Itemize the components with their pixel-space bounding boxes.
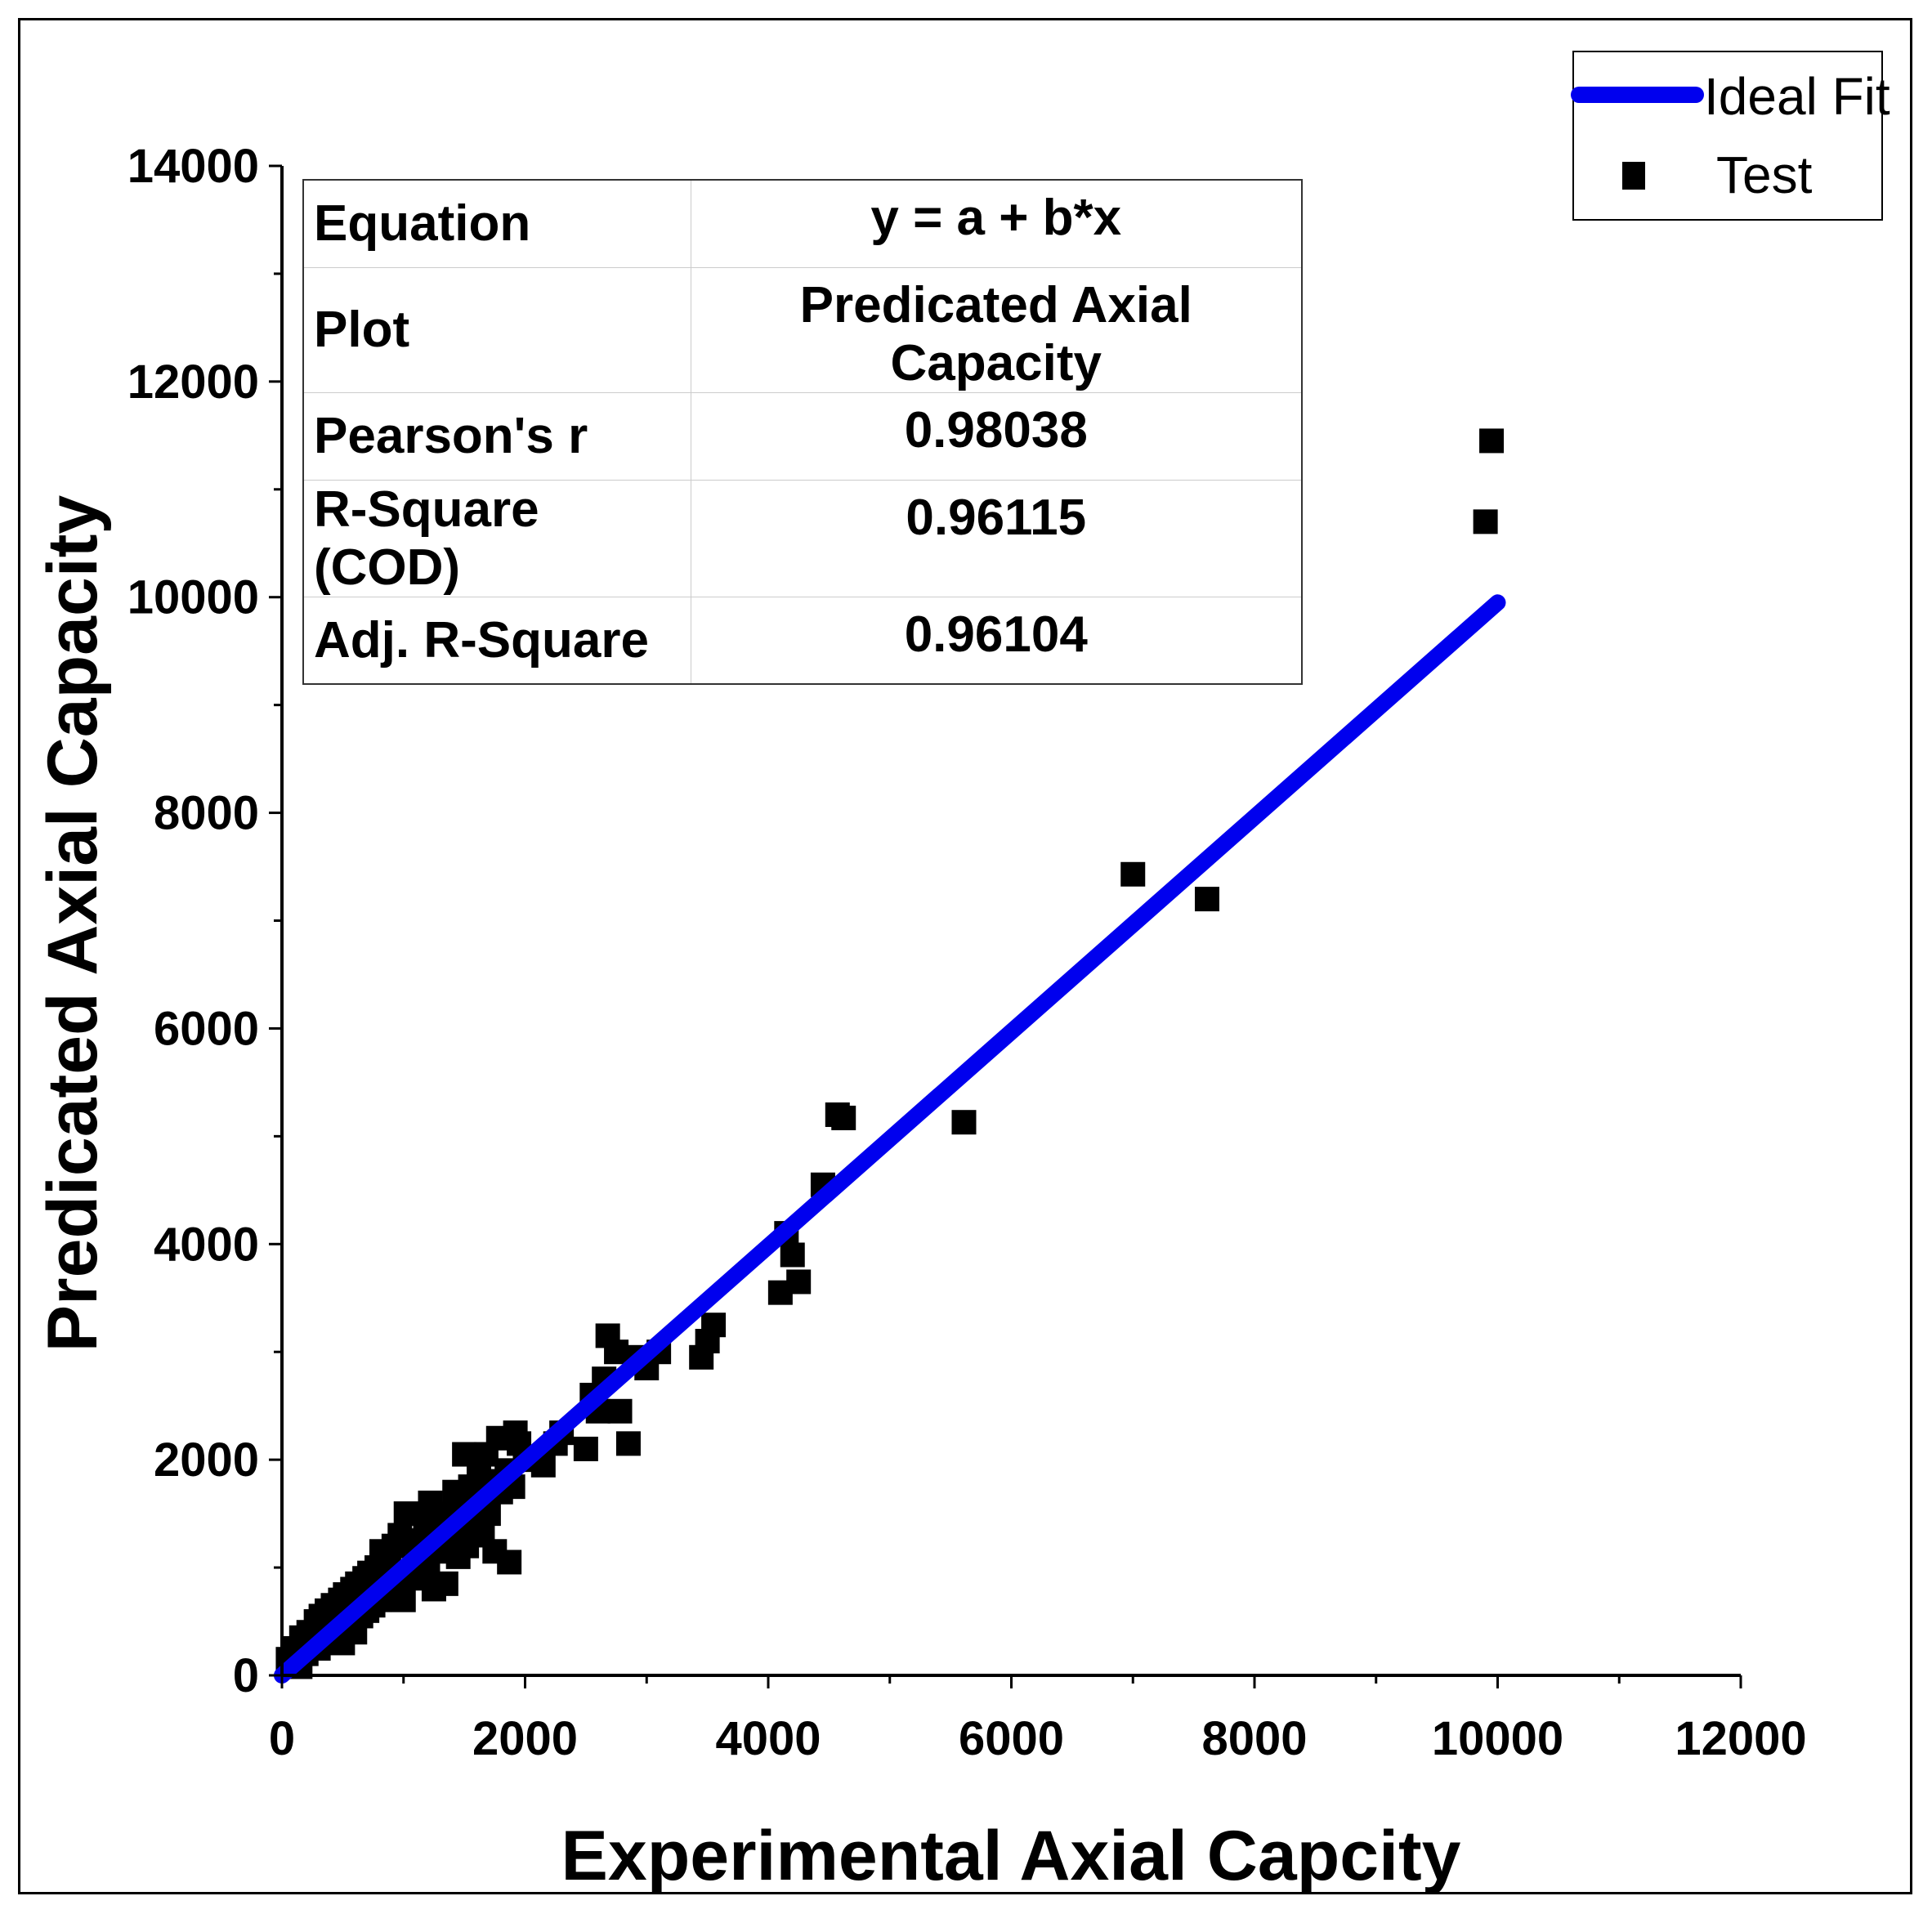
legend-test-label: Test xyxy=(1716,145,1813,204)
ideal-fit-line xyxy=(274,594,1506,1684)
x-tick-label: 12000 xyxy=(1675,1712,1806,1765)
test-point xyxy=(1120,861,1146,887)
y-tick-label: 12000 xyxy=(127,356,259,409)
stats-key: Pearson's r xyxy=(303,392,691,481)
test-point xyxy=(573,1436,598,1461)
test-point xyxy=(831,1105,856,1130)
legend-box xyxy=(1572,51,1883,221)
y-tick-label: 0 xyxy=(233,1649,259,1702)
stats-row-adj-r-square: Adj. R-Square 0.96104 xyxy=(303,597,1302,684)
stats-value: y = a + b*x xyxy=(691,180,1302,268)
stats-value: 0.96115 xyxy=(691,480,1302,597)
x-tick-label: 2000 xyxy=(472,1712,578,1765)
test-point xyxy=(607,1398,633,1424)
stats-key: Plot xyxy=(303,267,691,393)
legend-test-marker xyxy=(1622,162,1645,190)
legend-ideal-fit-label: Ideal Fit xyxy=(1704,67,1890,126)
stats-row-plot: Plot Predicated Axial Capacity xyxy=(303,267,1302,393)
figure-frame xyxy=(18,18,1912,1894)
stats-value: 0.98038 xyxy=(691,392,1302,481)
test-point xyxy=(497,1550,522,1575)
test-point xyxy=(1473,509,1498,534)
x-tick-label: 4000 xyxy=(715,1712,821,1765)
x-axis-title: Experimental Axial Capcity xyxy=(561,1817,1461,1895)
statistics-table: Equation y = a + b*x Plot Predicated Axi… xyxy=(302,179,1303,685)
legend: Ideal Fit Test xyxy=(1571,51,1890,221)
stats-key: R-Square (COD) xyxy=(303,480,691,597)
y-tick-label: 14000 xyxy=(127,140,259,193)
y-tick-label: 10000 xyxy=(127,571,259,624)
x-tick-label: 10000 xyxy=(1432,1712,1563,1765)
stats-row-equation: Equation y = a + b*x xyxy=(303,180,1302,268)
plot-marks xyxy=(274,428,1506,1684)
y-tick-label: 4000 xyxy=(154,1218,259,1271)
x-tick-label: 0 xyxy=(269,1712,295,1765)
stats-value: Predicated Axial Capacity xyxy=(691,267,1302,393)
test-point xyxy=(786,1269,812,1295)
test-point xyxy=(1479,428,1505,454)
stats-row-r-square: R-Square (COD) 0.96115 xyxy=(303,480,1302,597)
x-tick-label: 8000 xyxy=(1201,1712,1307,1765)
y-axis-title: Predicated Axial Capacity xyxy=(34,495,112,1353)
x-tick-label: 6000 xyxy=(959,1712,1064,1765)
test-point xyxy=(951,1110,977,1135)
stats-row-pearson: Pearson's r 0.98038 xyxy=(303,392,1302,481)
test-point xyxy=(615,1431,641,1456)
stats-value: 0.96104 xyxy=(904,606,1088,663)
test-point xyxy=(1194,887,1219,912)
test-point xyxy=(780,1242,805,1268)
test-point xyxy=(701,1313,727,1338)
y-tick-label: 6000 xyxy=(154,1002,259,1055)
stats-key: Equation xyxy=(303,180,691,268)
stats-key: Adj. R-Square xyxy=(303,597,691,684)
y-tick-label: 8000 xyxy=(154,787,259,840)
test-point xyxy=(391,1587,416,1612)
y-tick-label: 2000 xyxy=(154,1433,259,1487)
test-point xyxy=(433,1571,458,1596)
axes: 0 2000 4000 6000 8000 10000 12000 0 2000 4000 6000… xyxy=(127,140,1807,1765)
